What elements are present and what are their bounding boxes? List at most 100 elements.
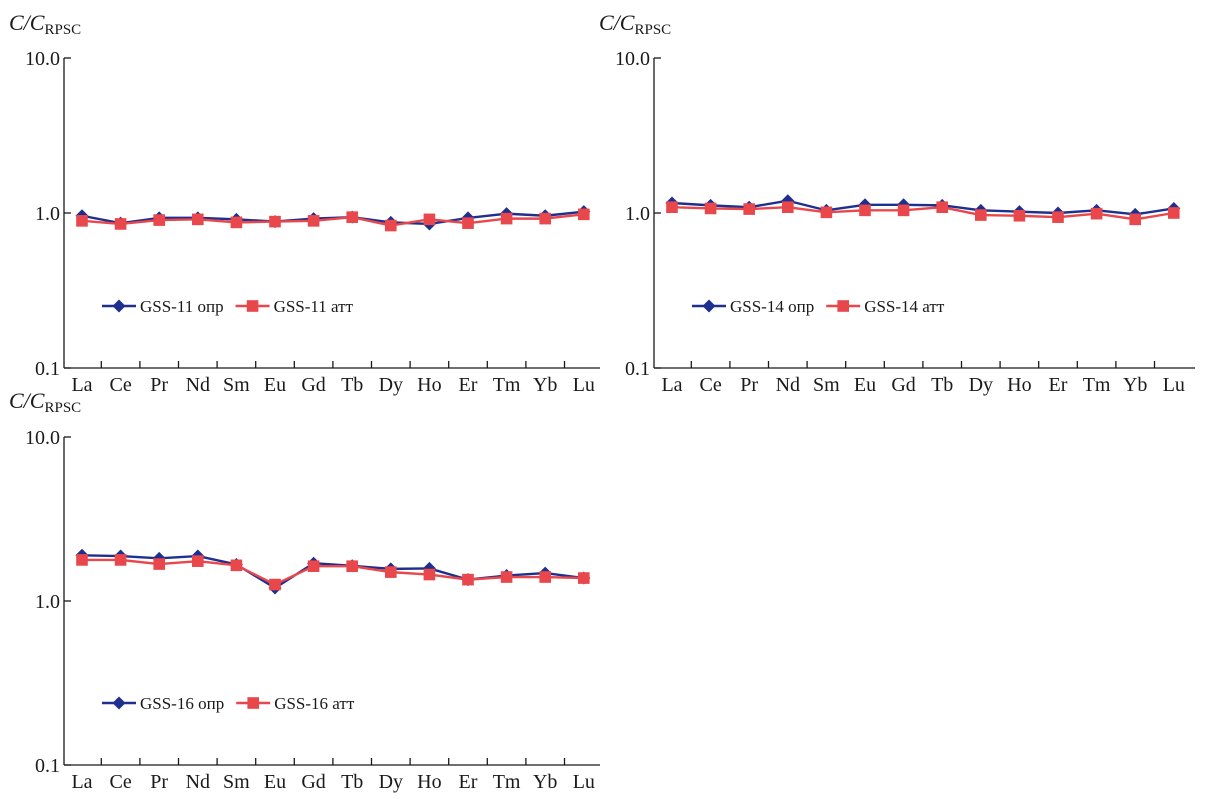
x-tick-label: Lu — [573, 374, 595, 396]
x-tick-label: Lu — [573, 771, 595, 793]
x-tick-label: Dy — [379, 771, 403, 793]
legend: GSS-16 опр GSS-16 атт — [102, 694, 355, 713]
y-tick-label: 0.1 — [625, 358, 650, 380]
data-point — [975, 209, 987, 221]
legend-swatch-marker — [112, 299, 126, 313]
x-tick-label: Tb — [341, 374, 363, 396]
legend-item: GSS-14 атт — [826, 297, 945, 316]
x-tick-label: Er — [459, 374, 478, 396]
x-tick-label: Nd — [776, 374, 800, 396]
x-tick-label: Eu — [264, 771, 286, 793]
data-point — [230, 559, 243, 572]
data-point — [76, 215, 88, 227]
y-axis-label-sub: RPSC — [44, 22, 81, 38]
chart-panel-2: C/CRPSC 10.0 1.0 0.1 La Ce Pr Nd Sm Eu Gd Tb Dy Ho Er T… — [599, 10, 1195, 396]
x-tick-label: Eu — [264, 374, 286, 396]
data-point — [462, 217, 474, 229]
x-tick-label: Tb — [341, 771, 363, 793]
series-2 — [76, 208, 590, 232]
x-tick-label: Er — [459, 771, 478, 793]
data-point — [743, 203, 755, 215]
y-tick-label: 1.0 — [35, 591, 60, 613]
x-tick-label: Gd — [301, 374, 325, 396]
series-1 — [665, 194, 1181, 221]
legend-item: GSS-11 опр — [102, 297, 224, 316]
legend-swatch-marker — [702, 299, 716, 313]
x-tick-label: Dy — [969, 374, 993, 396]
x-tick-label: Tb — [931, 374, 953, 396]
x-tick-label: Yb — [533, 771, 557, 793]
x-tick-label: La — [661, 374, 682, 396]
data-point — [385, 566, 397, 578]
x-tick-label: Pr — [150, 771, 168, 793]
data-point — [500, 571, 513, 583]
x-tick-label: Pr — [150, 374, 168, 396]
data-point — [1090, 207, 1103, 220]
y-axis-label-main: C/C — [599, 10, 635, 35]
legend-swatch-marker — [112, 696, 126, 710]
data-point — [1168, 207, 1180, 219]
data-point — [539, 212, 551, 225]
y-axis-label-main: C/C — [9, 10, 45, 35]
data-point — [859, 204, 871, 217]
legend-label: GSS-11 атт — [274, 297, 354, 316]
series-line — [81, 554, 584, 590]
series-1 — [75, 548, 591, 595]
data-point — [385, 219, 397, 232]
x-tick-label: Eu — [854, 374, 876, 396]
y-axis-label-sub: RPSC — [634, 22, 671, 38]
legend-item: GSS-16 опр — [102, 694, 224, 713]
legend-label: GSS-16 атт — [274, 694, 355, 713]
x-tick-label: Nd — [186, 771, 210, 793]
y-tick-label: 0.1 — [35, 358, 60, 380]
x-tick-label: Lu — [1163, 374, 1185, 396]
data-point — [820, 206, 833, 219]
data-point — [578, 572, 590, 584]
data-point — [897, 204, 910, 217]
x-tick-label: Ho — [417, 374, 441, 396]
x-tick-label: Er — [1049, 374, 1068, 396]
x-tick-label: Pr — [740, 374, 758, 396]
x-tick-label: Ce — [109, 771, 131, 793]
data-point — [423, 213, 436, 226]
data-point — [462, 573, 474, 586]
series-line — [671, 205, 1174, 221]
data-point — [704, 202, 717, 215]
x-tick-label: Ce — [699, 374, 721, 396]
y-tick-label: 10.0 — [25, 48, 60, 70]
legend-swatch-marker — [247, 697, 260, 709]
data-point — [500, 212, 513, 225]
legend-item: GSS-16 атт — [236, 694, 355, 713]
series-2 — [76, 554, 590, 591]
legend-label: GSS-16 опр — [140, 694, 224, 713]
legend-label: GSS-14 опр — [730, 297, 814, 316]
y-axis-label: C/CRPSC — [599, 10, 671, 38]
data-point — [578, 208, 590, 221]
legend-item: GSS-14 опр — [692, 297, 814, 316]
y-tick-label: 10.0 — [25, 427, 60, 449]
data-point — [346, 560, 358, 573]
data-point — [269, 578, 281, 591]
x-tick-label: Tm — [493, 771, 521, 793]
data-point — [153, 214, 165, 226]
x-tick-label: Nd — [186, 374, 210, 396]
data-point — [269, 215, 281, 228]
legend: GSS-14 опр GSS-14 атт — [692, 297, 945, 316]
x-tick-label: Sm — [813, 374, 840, 396]
y-axis-label-sub: RPSC — [44, 400, 81, 416]
data-point — [307, 560, 320, 573]
y-tick-label: 1.0 — [35, 203, 60, 225]
data-point — [153, 558, 165, 570]
x-tick-label: Dy — [379, 374, 403, 396]
data-point — [114, 218, 127, 230]
data-point — [192, 213, 204, 226]
legend: GSS-11 опр GSS-11 атт — [102, 297, 354, 316]
data-point — [666, 201, 678, 213]
y-axis-label: C/CRPSC — [9, 388, 81, 416]
x-tick-label: Ho — [417, 771, 441, 793]
y-axis-label: C/CRPSC — [9, 10, 81, 38]
legend-item: GSS-11 атт — [235, 297, 354, 316]
data-point — [936, 201, 948, 213]
x-tick-label: Ho — [1007, 374, 1031, 396]
